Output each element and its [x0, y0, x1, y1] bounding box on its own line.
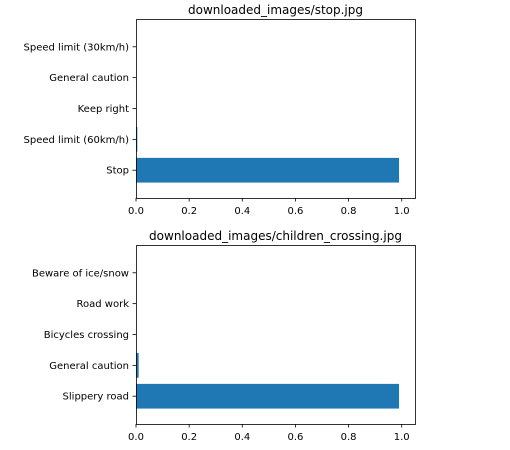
- x-tick-label: 0.6: [287, 206, 303, 217]
- y-tick-label: General caution: [49, 73, 129, 84]
- y-tick-label: Beware of ice/snow: [32, 268, 129, 279]
- bar: [136, 157, 400, 183]
- y-tick-label: Speed limit (60km/h): [24, 135, 130, 146]
- y-tick-label: Slippery road: [63, 392, 129, 403]
- chart-children-crossing: Slippery road General caution Bicycles cro…: [32, 229, 416, 443]
- x-tick-label: 0.8: [341, 206, 357, 217]
- chart-title: downloaded_images/children_crossing.jpg: [149, 229, 402, 243]
- y-tick-label: Speed limit (30km/h): [24, 42, 130, 53]
- y-tick-label: Stop: [106, 166, 129, 177]
- axes-frame: [136, 19, 416, 199]
- y-tick-label: Road work: [77, 299, 130, 310]
- x-tick-label: 0.0: [128, 206, 144, 217]
- y-tick-label: Keep right: [78, 104, 129, 115]
- bar: [136, 353, 139, 378]
- bar: [136, 383, 400, 409]
- y-tick-label: General caution: [49, 361, 129, 372]
- x-tick-label: 0.4: [234, 206, 250, 217]
- x-tick-label: 0.2: [181, 432, 197, 443]
- x-tick-label: 0.6: [287, 432, 303, 443]
- x-tick-label: 1.0: [394, 206, 410, 217]
- x-tick-label: 0.4: [234, 432, 250, 443]
- x-tick-label: 0.2: [181, 206, 197, 217]
- x-tick-label: 0.8: [341, 432, 357, 443]
- y-tick-label: Bicycles crossing: [44, 330, 129, 341]
- x-tick-label: 1.0: [394, 432, 410, 443]
- x-tick-label: 0.0: [128, 432, 144, 443]
- chart-title: downloaded_images/stop.jpg: [188, 3, 363, 17]
- axes-frame: [136, 245, 416, 425]
- chart-stop: Stop Speed limit (60km/h) Keep right Genera…: [24, 3, 416, 217]
